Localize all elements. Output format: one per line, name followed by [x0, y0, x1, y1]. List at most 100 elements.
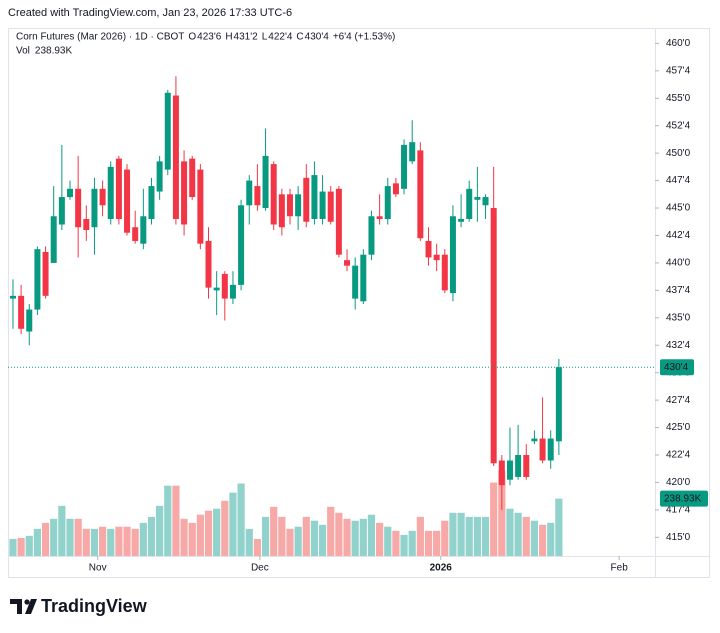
candle-body [164, 92, 171, 170]
volume-value: 238.93K [35, 46, 73, 57]
volume-bar [514, 512, 522, 556]
candle-body [449, 216, 456, 294]
volume-bar [245, 528, 253, 556]
candle-body [401, 144, 408, 189]
plot [8, 42, 659, 560]
volume-bar [253, 538, 261, 556]
volume-bar [416, 516, 424, 556]
volume-bar [278, 516, 286, 556]
volume-bar [473, 516, 481, 556]
candle-body [360, 254, 367, 302]
candle-body [91, 188, 98, 228]
candle-body [376, 216, 383, 220]
candle-body [132, 227, 139, 241]
last-price-label: 430'4 [664, 362, 689, 373]
y-tick-label: 452'4 [666, 120, 691, 131]
volume-bar [359, 518, 367, 556]
volume-bar [147, 516, 156, 556]
volume-bar [392, 530, 400, 556]
volume-bar [538, 524, 547, 556]
y-tick-label: 437'4 [666, 285, 691, 296]
candle-body [221, 273, 228, 299]
logo-mark [10, 599, 22, 614]
candle-body [335, 188, 342, 255]
candle-body [67, 188, 74, 198]
logo-mark [25, 599, 37, 614]
volume-bar [164, 485, 172, 556]
volume-bar [441, 520, 449, 556]
volume-bar [221, 500, 229, 556]
x-tick-label: Dec [251, 563, 269, 574]
last-price-box [660, 359, 694, 376]
y-tick-label: 440'0 [666, 258, 691, 269]
y-tick-label: 445'0 [666, 203, 691, 214]
y-tick-label: 450'0 [666, 148, 691, 159]
candle-body [498, 460, 505, 486]
volume-bar [204, 510, 213, 556]
volume-bar [237, 483, 245, 556]
volume-bar [327, 506, 335, 556]
candle-body [441, 254, 448, 291]
candle-body [319, 191, 326, 220]
candle-body [107, 166, 114, 220]
volume-bar [74, 518, 82, 556]
chart-frame [8, 28, 710, 578]
y-tick-label: 455'0 [666, 93, 691, 104]
volume-bar [384, 526, 392, 556]
y-tick-label: 417'4 [666, 505, 691, 516]
logo-mark [24, 599, 30, 605]
ohlc-value: 430'4 [305, 32, 330, 43]
x-tick-label: Nov [89, 563, 107, 574]
volume-bar [66, 518, 74, 556]
volume-bar [115, 526, 123, 556]
candle-body [83, 219, 90, 230]
volume-bar [17, 538, 25, 556]
volume-bar [490, 482, 498, 556]
candle-body [466, 188, 473, 220]
candle-body [515, 455, 522, 477]
volume-bar [522, 516, 530, 556]
volume-bar [310, 520, 319, 556]
y-tick-label: 460'0 [666, 38, 691, 49]
candle-body [189, 158, 196, 198]
candle-body [425, 240, 432, 258]
volume-bar [530, 520, 539, 556]
candle-body [181, 161, 188, 225]
candle-body [523, 455, 530, 477]
candle-body [115, 158, 122, 220]
candle-body [229, 284, 236, 299]
volume-bar [50, 518, 58, 556]
volume-bar [90, 528, 99, 556]
x-tick-label: 2026 [430, 563, 453, 574]
candle-body [506, 460, 513, 480]
ohlc-label: O [188, 32, 196, 43]
ohlc-label: L [262, 32, 268, 43]
volume-bar [465, 516, 473, 556]
y-tick-label: 435'0 [666, 312, 691, 323]
volume-bar [408, 530, 416, 556]
volume-bar [302, 516, 310, 556]
ohlc-label: H [225, 32, 232, 43]
candle-body [262, 155, 269, 209]
ohlc-value: 422'4 [268, 32, 293, 43]
volume-bar [335, 512, 343, 556]
y-tick-label: 457'4 [666, 65, 691, 76]
volume-bar [449, 512, 457, 556]
ohlc-value: 431'2 [234, 32, 259, 43]
candle-body [286, 194, 293, 217]
candle-body [246, 180, 253, 206]
volume-bar [82, 528, 90, 556]
series-title: Corn Futures (Mar 2026) · 1D · CBOT [16, 32, 184, 43]
candle-body [352, 265, 359, 299]
logo: TradingView [10, 596, 148, 616]
candle-body [392, 183, 399, 195]
candle-body [531, 438, 538, 442]
candle-body [172, 95, 179, 220]
volume-bar [376, 522, 384, 556]
candle-body [344, 260, 351, 266]
candle-body [278, 194, 285, 228]
volume-bar [172, 485, 180, 556]
candle-body [547, 438, 554, 461]
candle-body [270, 164, 277, 225]
volume-bar [188, 522, 196, 556]
